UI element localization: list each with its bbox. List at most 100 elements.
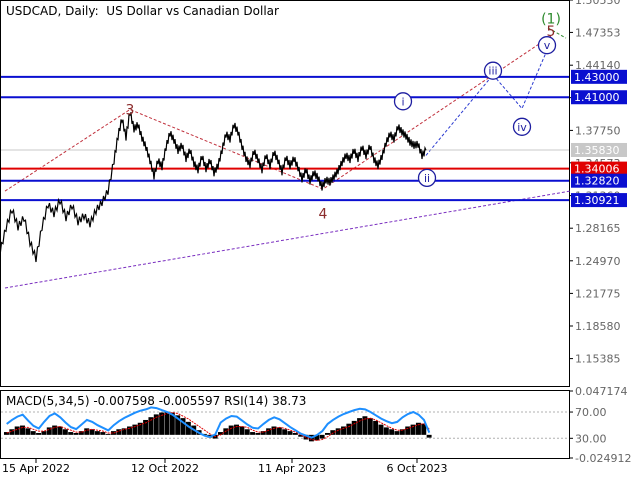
level-label: 1.32820 <box>574 175 620 188</box>
macd-histogram-bar <box>84 428 90 435</box>
macd-histogram-bar <box>357 418 363 435</box>
level-label-bg <box>571 90 627 105</box>
wave-label-circle <box>537 36 557 55</box>
wave-label-circle <box>512 117 532 136</box>
symbol-label: USDCAD, Daily: <box>6 4 99 18</box>
macd-histogram-bar <box>389 429 395 435</box>
indicator-y-tick-label: 30.00 <box>575 432 607 445</box>
macd-histogram-bar <box>68 432 74 435</box>
macd-histogram-bar <box>132 424 138 435</box>
macd-histogram-bar <box>378 424 384 435</box>
macd-histogram-bar <box>143 419 149 435</box>
macd-histogram-bar <box>271 426 277 435</box>
x-tick-label: 6 Oct 2023 <box>386 462 447 475</box>
macd-histogram-bar <box>105 433 111 435</box>
wave-label: ii <box>424 172 430 185</box>
macd-histogram-bar <box>14 426 20 435</box>
macd-histogram-bar <box>250 432 256 435</box>
macd-histogram-bar <box>20 425 25 435</box>
wave-label: i <box>401 95 404 108</box>
macd-histogram-bar <box>394 431 400 435</box>
macd-histogram-bar <box>341 426 346 435</box>
macd-histogram-bar <box>292 432 298 435</box>
level-label: 1.34006 <box>574 163 620 176</box>
x-tick-label: 15 Apr 2022 <box>2 462 70 475</box>
macd-histogram-bar <box>111 431 116 435</box>
macd-histogram-bar <box>362 416 368 435</box>
macd-histogram-bar <box>351 420 357 435</box>
chart-title: USDCAD, Daily: US Dollar vs Canadian Dol… <box>6 4 279 18</box>
y-tick-label: 1.24970 <box>575 255 621 268</box>
level-label-bg <box>571 161 627 176</box>
price-line <box>0 112 427 263</box>
macd-histogram-bar <box>410 424 416 435</box>
macd-histogram-bar <box>9 429 15 435</box>
macd-histogram-bar <box>121 428 127 435</box>
indicator-y-tick-label: -0.024912 <box>575 452 631 465</box>
macd-histogram-bar <box>62 429 68 435</box>
macd-histogram-bar <box>137 422 143 435</box>
macd-histogram-bar <box>201 433 207 435</box>
macd-histogram-bar <box>367 418 373 435</box>
macd-histogram-bar <box>169 412 175 435</box>
level-label-bg <box>571 193 627 208</box>
level-label: 1.30921 <box>574 194 620 207</box>
y-tick-label: 1.44140 <box>575 59 621 72</box>
macd-histogram-bar <box>159 412 165 435</box>
wave-label: v <box>544 39 551 52</box>
indicator-pane-frame <box>0 390 570 459</box>
indicator-y-tick-label: 0.047174 <box>575 385 628 398</box>
trend-line-purple-support <box>4 190 571 289</box>
y-tick-label: 1.28165 <box>575 222 621 235</box>
macd-histogram-bar <box>239 426 245 435</box>
y-tick-label: 1.21775 <box>575 287 621 300</box>
macd-histogram-bar <box>78 431 84 435</box>
indicator-title: MACD(5,34,5) -0.007598 -0.005597 RSI(14)… <box>6 394 307 408</box>
macd-histogram-bar <box>148 417 154 435</box>
level-label-bg <box>571 173 627 188</box>
x-tick-label: 11 Apr 2023 <box>258 462 326 475</box>
macd-histogram-bar <box>298 434 304 437</box>
y-tick-label: 1.15385 <box>575 353 621 366</box>
macd-histogram-bar <box>426 434 432 438</box>
current-price-label-bg <box>571 142 627 157</box>
trend-line-forecast-path <box>425 50 548 156</box>
y-tick-label: 1.37750 <box>575 124 621 137</box>
wave-label: 3 <box>126 102 135 118</box>
current-price-label: 1.35830 <box>574 144 620 157</box>
macd-histogram-bar <box>415 422 421 435</box>
macd-histogram-bar <box>399 429 405 435</box>
macd-histogram-bar <box>127 426 132 435</box>
macd-histogram-bar <box>405 426 411 435</box>
wave-label: 4 <box>319 207 328 223</box>
macd-histogram-bar <box>41 431 47 435</box>
macd-histogram-bar <box>319 434 325 439</box>
rsi-line <box>6 406 431 439</box>
y-tick-label: 1.18580 <box>575 320 621 333</box>
x-tick-label: 12 Oct 2022 <box>131 462 199 475</box>
trend-line-green-extension <box>547 27 567 39</box>
macd-histogram-bar <box>116 429 122 435</box>
macd-histogram-bar <box>266 428 272 435</box>
macd-histogram-bar <box>164 411 170 435</box>
macd-histogram-bar <box>52 425 58 435</box>
macd-signal-line <box>6 411 430 441</box>
macd-histogram-bar <box>73 432 79 435</box>
macd-histogram-bar <box>260 431 266 435</box>
macd-histogram-bar <box>94 431 100 435</box>
macd-histogram-bar <box>185 421 191 435</box>
macd-histogram-bar <box>30 431 36 435</box>
wave-label-circle <box>483 61 503 80</box>
macd-histogram-bar <box>383 427 389 435</box>
symbol-description: US Dollar vs Canadian Dollar <box>106 4 279 18</box>
macd-histogram-bar <box>180 418 186 435</box>
main-pane-frame <box>0 0 570 387</box>
macd-histogram-bar <box>228 425 234 435</box>
macd-histogram-bar <box>25 428 31 435</box>
macd-histogram-bar <box>346 423 352 435</box>
macd-histogram-bar <box>373 420 379 435</box>
macd-histogram-bar <box>4 432 9 435</box>
level-label: 1.41000 <box>574 91 620 104</box>
indicator-y-tick-label: 70.00 <box>575 406 607 419</box>
